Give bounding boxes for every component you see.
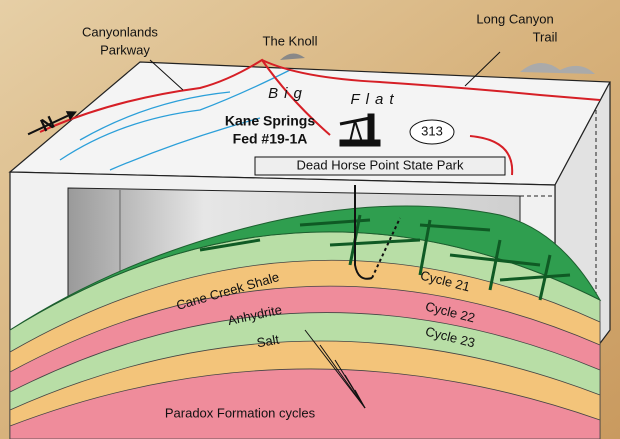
road-shield <box>409 119 455 145</box>
knoll <box>280 53 305 60</box>
label: Salt <box>255 332 280 351</box>
cycle-pointers <box>304 329 366 409</box>
label: Big <box>268 85 308 102</box>
pump-jack <box>339 113 381 147</box>
label: 313 <box>421 123 443 138</box>
label: Flat <box>350 91 399 108</box>
streams <box>59 69 291 171</box>
label: Fed #19-1A <box>233 131 308 147</box>
label: Trail <box>533 29 558 44</box>
label: Dead Horse Point State Park <box>297 157 464 172</box>
label: Paradox Formation cycles <box>165 405 316 420</box>
borehole <box>354 185 373 280</box>
roads <box>39 58 601 176</box>
leader <box>464 51 501 87</box>
dome-surface <box>9 205 602 331</box>
label: Long Canyon <box>476 11 553 26</box>
label: Parkway <box>100 42 150 57</box>
hills <box>520 62 595 74</box>
park-box <box>254 156 506 176</box>
label: Kane Springs <box>225 113 315 129</box>
leader <box>149 59 184 91</box>
planned-bore <box>371 217 401 279</box>
label: Canyonlands <box>82 24 158 39</box>
strata <box>9 231 601 439</box>
label: The Knoll <box>263 33 318 48</box>
